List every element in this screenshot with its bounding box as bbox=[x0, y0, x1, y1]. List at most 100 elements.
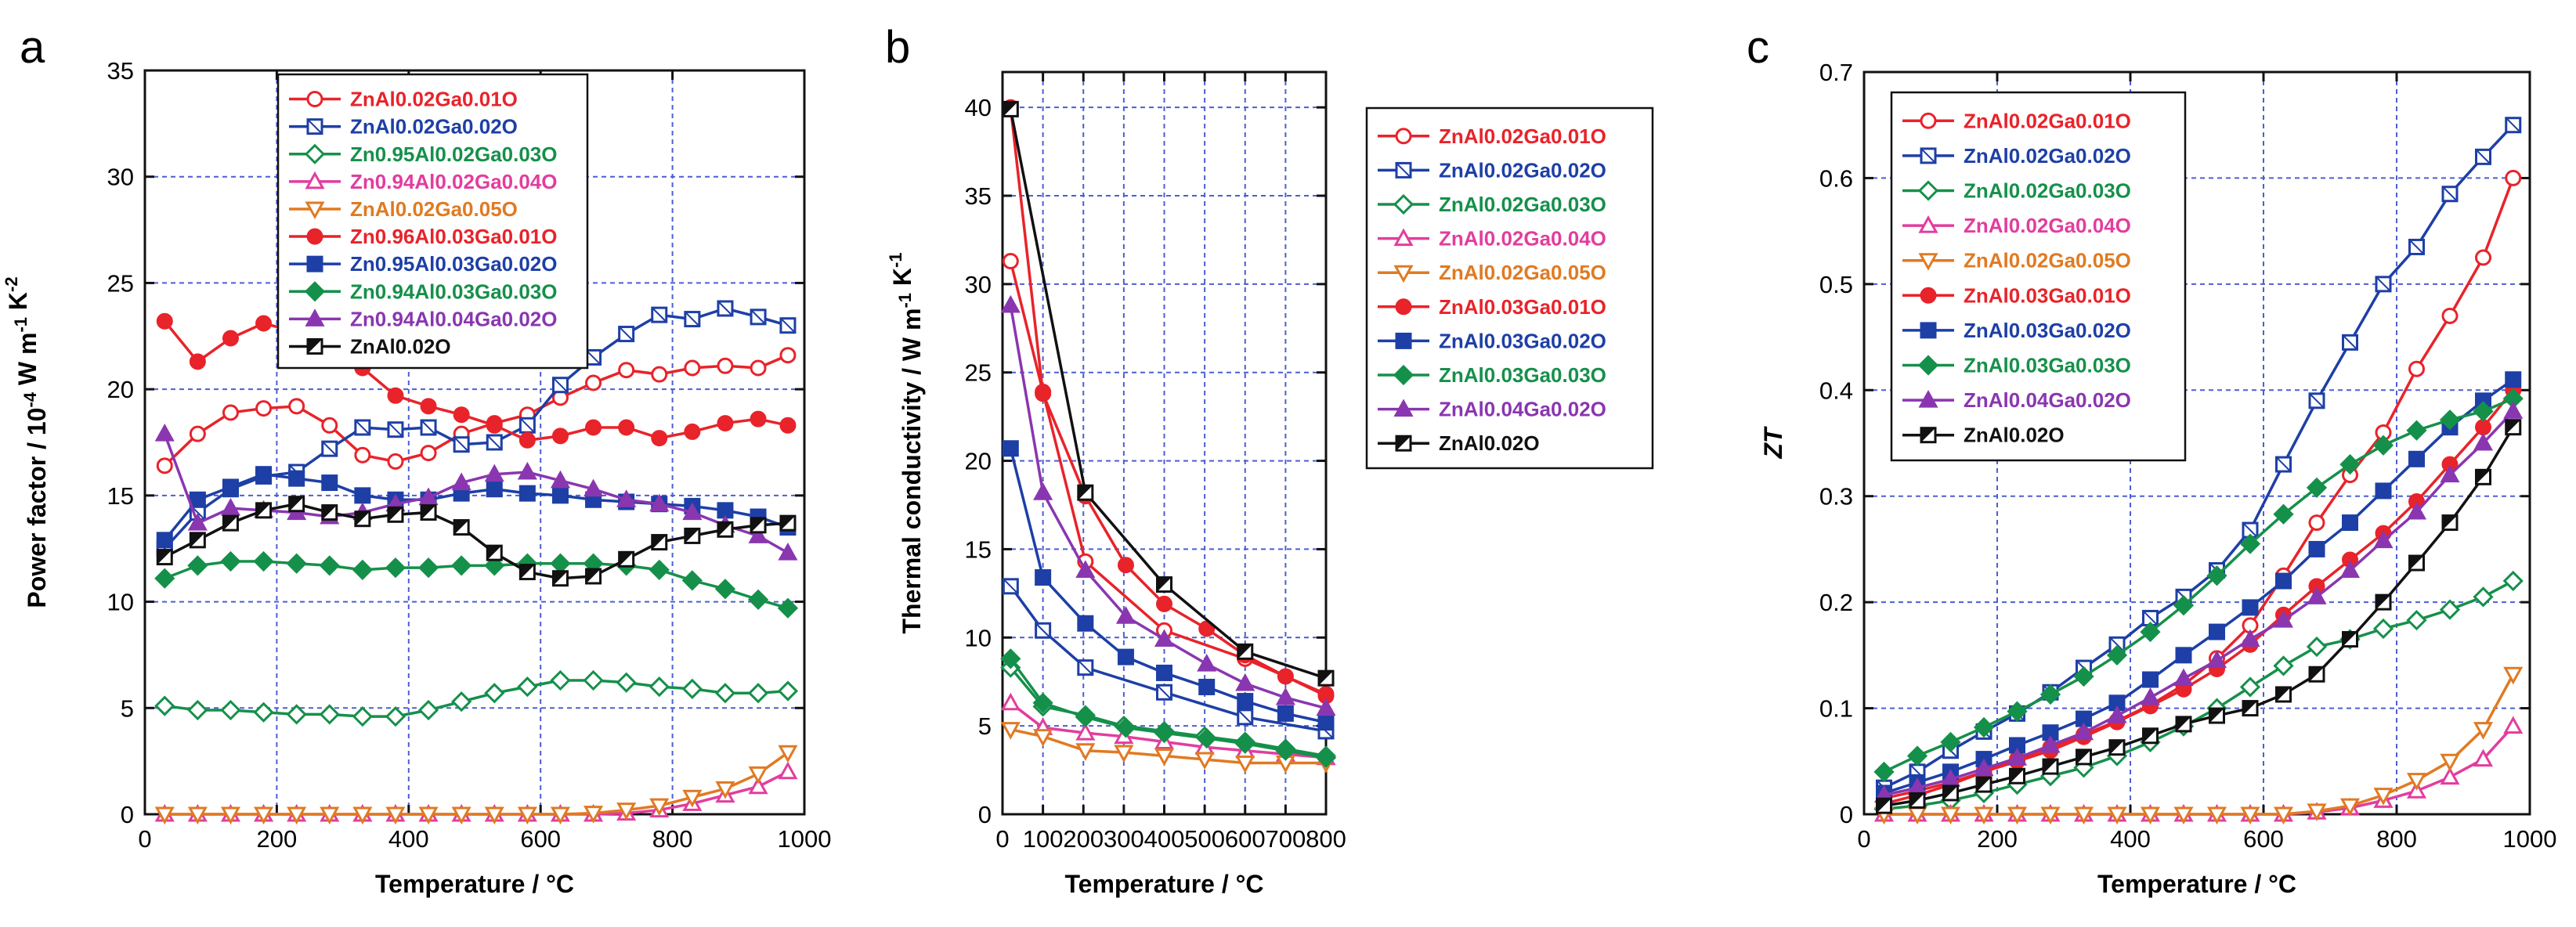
data-point bbox=[518, 564, 536, 581]
legend-item: ZnAl0.03Ga0.03O bbox=[1902, 354, 2131, 377]
data-point bbox=[2440, 464, 2460, 483]
y-axis-label: Thermal conductivity / W m-1 K-1 bbox=[886, 252, 926, 633]
legend-marker bbox=[1395, 128, 1412, 145]
data-point bbox=[649, 676, 670, 698]
y-tick-label: 0.7 bbox=[1819, 59, 1853, 86]
data-point bbox=[154, 806, 175, 825]
data-point bbox=[779, 417, 797, 434]
data-point bbox=[451, 691, 472, 712]
legend: ZnAl0.02Ga0.01O ZnAl0.02Ga0.02O Zn0.95Al0.… bbox=[276, 73, 589, 370]
legend-marker bbox=[1917, 180, 1939, 201]
data-point bbox=[748, 766, 768, 785]
data-point bbox=[1940, 806, 1961, 825]
legend-marker bbox=[1918, 390, 1938, 408]
series-a-0 bbox=[156, 347, 797, 474]
data-point bbox=[354, 487, 371, 504]
data-point bbox=[651, 430, 668, 447]
legend-marker bbox=[306, 255, 323, 272]
data-point bbox=[2505, 117, 2522, 134]
data-point bbox=[2306, 636, 2328, 658]
data-point bbox=[2009, 767, 2025, 785]
data-point bbox=[255, 466, 273, 483]
y-tick-label: 0 bbox=[121, 801, 134, 828]
data-point bbox=[453, 436, 470, 453]
data-point bbox=[550, 669, 571, 691]
y-tick-label: 0.5 bbox=[1819, 271, 1853, 298]
data-point bbox=[2408, 238, 2425, 255]
legend-marker bbox=[1395, 161, 1412, 179]
series-a-7 bbox=[154, 550, 799, 619]
data-point bbox=[1315, 747, 1337, 768]
y-tick-label: 0.4 bbox=[1819, 377, 1853, 404]
data-point bbox=[551, 427, 569, 445]
data-point bbox=[2408, 554, 2425, 572]
data-point bbox=[319, 555, 340, 576]
y-tick-label: 20 bbox=[107, 376, 134, 403]
data-point bbox=[387, 421, 404, 438]
data-point bbox=[354, 446, 371, 464]
legend-marker bbox=[1393, 364, 1414, 386]
legend-label: ZnAl0.02Ga0.05O bbox=[350, 197, 518, 221]
data-point bbox=[2475, 249, 2491, 266]
data-point bbox=[518, 431, 536, 449]
x-tick-label: 700 bbox=[1266, 825, 1306, 853]
legend-label: ZnAl0.04Ga0.02O bbox=[1439, 398, 1606, 421]
data-point bbox=[2107, 806, 2127, 825]
legend-marker bbox=[1920, 112, 1937, 129]
data-point bbox=[550, 806, 571, 825]
data-point bbox=[2408, 360, 2425, 377]
series-line bbox=[1009, 305, 1327, 710]
data-point bbox=[321, 474, 338, 492]
legend-label: Zn0.96Al0.03Ga0.01O bbox=[350, 225, 557, 248]
legend-marker bbox=[305, 171, 325, 189]
data-point bbox=[649, 798, 670, 817]
data-point bbox=[651, 366, 668, 383]
data-point bbox=[286, 704, 307, 725]
data-point bbox=[1196, 727, 1217, 749]
data-point bbox=[750, 517, 767, 534]
data-point bbox=[189, 532, 206, 549]
x-tick-label: 300 bbox=[1104, 825, 1144, 853]
chart-panel-b: b 0 100 200 300 400 500 600 700 800 0 5 10 15 20 25 30 35… bbox=[885, 22, 1654, 898]
data-point bbox=[1317, 714, 1335, 731]
data-point bbox=[1156, 576, 1172, 593]
data-point bbox=[2406, 773, 2427, 791]
data-point bbox=[2503, 401, 2524, 419]
data-point bbox=[2342, 334, 2358, 351]
legend-item: ZnAl0.03Ga0.02O bbox=[1902, 319, 2131, 342]
data-point bbox=[187, 806, 208, 825]
series-b-9 bbox=[1002, 100, 1335, 687]
legend-label: ZnAl0.02Ga0.02O bbox=[1964, 144, 2131, 168]
data-point bbox=[651, 306, 668, 323]
data-point bbox=[2308, 392, 2325, 409]
data-point bbox=[585, 348, 602, 366]
data-point bbox=[1032, 692, 1053, 713]
data-point bbox=[1275, 740, 1296, 761]
data-point bbox=[2503, 666, 2524, 685]
x-tick-label: 800 bbox=[652, 825, 693, 853]
legend-marker bbox=[306, 91, 323, 108]
data-point bbox=[253, 702, 274, 723]
y-tick-label: 0.3 bbox=[1819, 483, 1853, 510]
data-point bbox=[1075, 743, 1096, 761]
data-point bbox=[385, 557, 406, 579]
x-tick-label: 0 bbox=[138, 825, 151, 853]
data-point bbox=[748, 776, 768, 795]
data-point bbox=[156, 312, 173, 330]
data-point bbox=[352, 706, 373, 727]
legend-marker bbox=[1395, 435, 1412, 452]
series-a-9 bbox=[156, 496, 797, 587]
legend-item: Zn0.94Al0.04Ga0.02O bbox=[289, 307, 557, 330]
data-point bbox=[2142, 727, 2159, 745]
data-point bbox=[420, 419, 437, 436]
x-tick-label: 400 bbox=[2110, 825, 2151, 853]
data-point bbox=[2307, 586, 2327, 604]
legend-item: ZnAl0.02Ga0.04O bbox=[1902, 214, 2131, 237]
panel-letter: b bbox=[885, 22, 910, 73]
data-point bbox=[1033, 482, 1053, 500]
x-tick-label: 800 bbox=[1306, 825, 1346, 853]
y-tick-label: 25 bbox=[965, 359, 992, 387]
data-point bbox=[2275, 572, 2292, 590]
legend-label: ZnAl0.03Ga0.02O bbox=[1964, 319, 2131, 342]
legend-marker bbox=[306, 337, 323, 355]
